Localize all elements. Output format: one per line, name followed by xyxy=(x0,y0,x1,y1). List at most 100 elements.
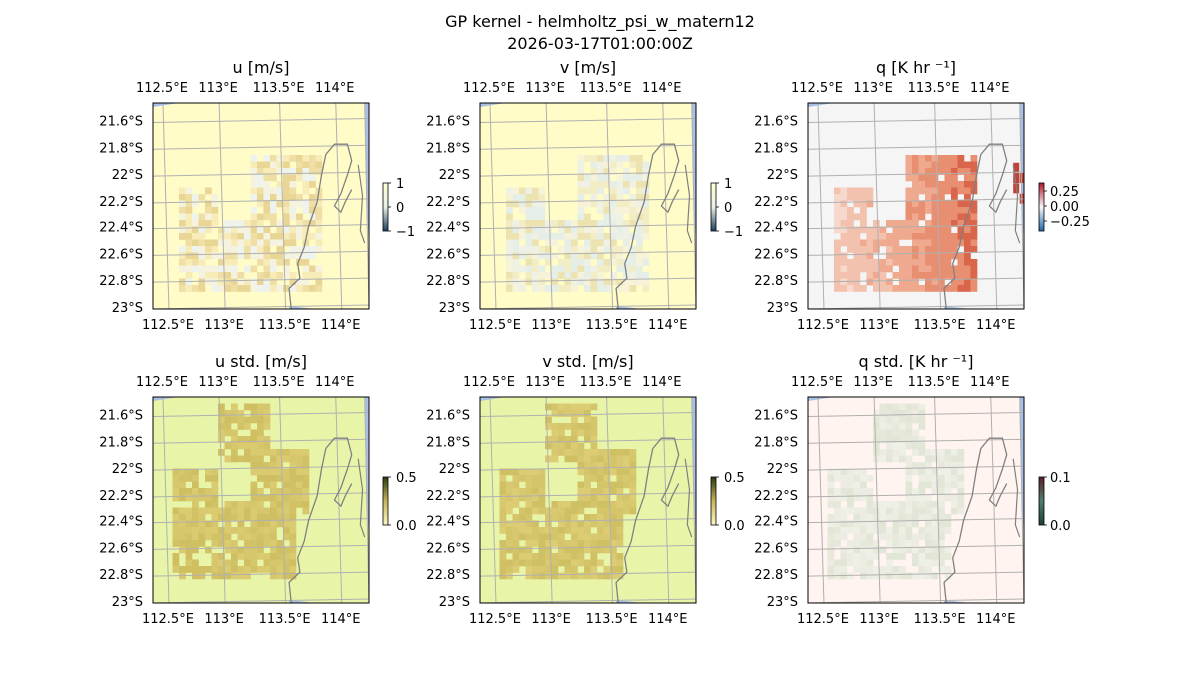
data-cell xyxy=(597,533,604,541)
data-cell xyxy=(263,462,271,469)
data-cell xyxy=(925,239,932,247)
data-cell xyxy=(192,572,199,580)
data-cell xyxy=(172,527,180,534)
lon-tick-label-bottom: 114°E xyxy=(648,318,688,333)
data-cell xyxy=(938,540,945,547)
data-cell xyxy=(938,462,945,469)
data-cell xyxy=(525,272,533,279)
data-cell xyxy=(931,520,939,528)
data-cell xyxy=(309,220,316,227)
lat-tick-label: 21.8°S xyxy=(426,435,470,450)
data-cell xyxy=(925,507,932,515)
data-cell xyxy=(951,278,958,286)
data-cell xyxy=(558,272,565,279)
data-cell xyxy=(616,265,624,273)
data-cell xyxy=(840,553,848,560)
data-cell xyxy=(938,468,945,476)
data-cell xyxy=(834,540,841,547)
data-cell xyxy=(551,285,559,292)
data-cell xyxy=(834,501,841,508)
ocean-patch xyxy=(480,103,506,107)
data-cell xyxy=(577,533,585,541)
data-cell xyxy=(603,200,611,208)
data-cell xyxy=(860,481,867,489)
data-cell xyxy=(224,423,232,430)
data-cell xyxy=(610,572,617,580)
data-cell xyxy=(257,501,264,508)
data-cell xyxy=(873,416,880,424)
data-cell xyxy=(590,278,598,286)
data-cell xyxy=(853,468,861,476)
data-cell xyxy=(276,187,284,195)
data-cell xyxy=(970,213,978,221)
data-cell xyxy=(918,161,926,169)
data-cell xyxy=(532,501,539,508)
data-cell xyxy=(192,514,199,521)
data-cell xyxy=(302,272,310,279)
data-cell xyxy=(231,546,238,554)
data-cell xyxy=(270,161,277,169)
data-cell xyxy=(185,187,193,195)
data-cell xyxy=(957,187,965,195)
data-cell xyxy=(499,546,507,554)
data-cell xyxy=(224,220,232,227)
data-cell xyxy=(603,194,611,201)
lat-tick-label: 22.8°S xyxy=(754,568,798,583)
data-cell xyxy=(250,494,258,502)
data-cell xyxy=(616,213,624,221)
data-cell xyxy=(577,259,585,266)
data-cell xyxy=(309,194,316,201)
data-cell xyxy=(879,520,887,528)
data-cell xyxy=(276,514,284,521)
data-cell xyxy=(564,436,572,443)
data-cell xyxy=(564,527,572,534)
data-cell xyxy=(964,239,971,247)
data-cell xyxy=(564,410,572,417)
map-panel-4: u std. [m/s]112.5°E112.5°E113°E113°E113.… xyxy=(99,352,416,627)
data-cell xyxy=(918,475,926,482)
gridline-lat xyxy=(153,304,369,309)
data-cell xyxy=(172,494,180,502)
data-cell xyxy=(931,507,939,515)
data-cell xyxy=(610,194,617,201)
data-cell xyxy=(636,278,643,286)
data-cell xyxy=(571,553,578,560)
map-area xyxy=(480,397,696,603)
data-cell xyxy=(577,553,585,560)
gridline-lon xyxy=(489,397,497,603)
data-cell xyxy=(519,226,526,234)
data-cell xyxy=(918,566,926,573)
data-cell xyxy=(610,540,617,547)
data-cell xyxy=(192,494,199,502)
data-cell xyxy=(610,449,617,456)
data-cell xyxy=(499,540,507,547)
data-cell xyxy=(892,533,900,541)
data-cell xyxy=(597,527,604,534)
data-cell xyxy=(289,200,297,208)
data-cell xyxy=(224,540,232,547)
data-cell xyxy=(571,220,578,227)
data-cell xyxy=(283,546,290,554)
data-cell xyxy=(610,468,617,476)
data-cell xyxy=(938,475,945,482)
data-cell xyxy=(257,540,264,547)
lat-tick-label: 21.6°S xyxy=(426,115,470,130)
data-cell xyxy=(283,475,290,482)
data-cell xyxy=(296,155,303,162)
data-cell xyxy=(866,265,874,273)
data-cell xyxy=(302,475,310,482)
data-cell xyxy=(224,429,232,437)
data-cell xyxy=(636,161,643,169)
data-cell xyxy=(853,546,861,554)
lon-tick-label-top: 113°E xyxy=(853,375,893,390)
data-cell xyxy=(250,410,258,417)
data-cell xyxy=(847,246,854,253)
data-cell xyxy=(590,181,598,188)
data-cell xyxy=(289,514,297,521)
data-cell xyxy=(244,423,251,430)
lat-tick-label: 21.6°S xyxy=(99,409,143,424)
gridline-lon xyxy=(364,397,369,603)
data-cell xyxy=(866,553,874,560)
data-cell xyxy=(185,252,193,260)
data-cell xyxy=(970,233,978,240)
